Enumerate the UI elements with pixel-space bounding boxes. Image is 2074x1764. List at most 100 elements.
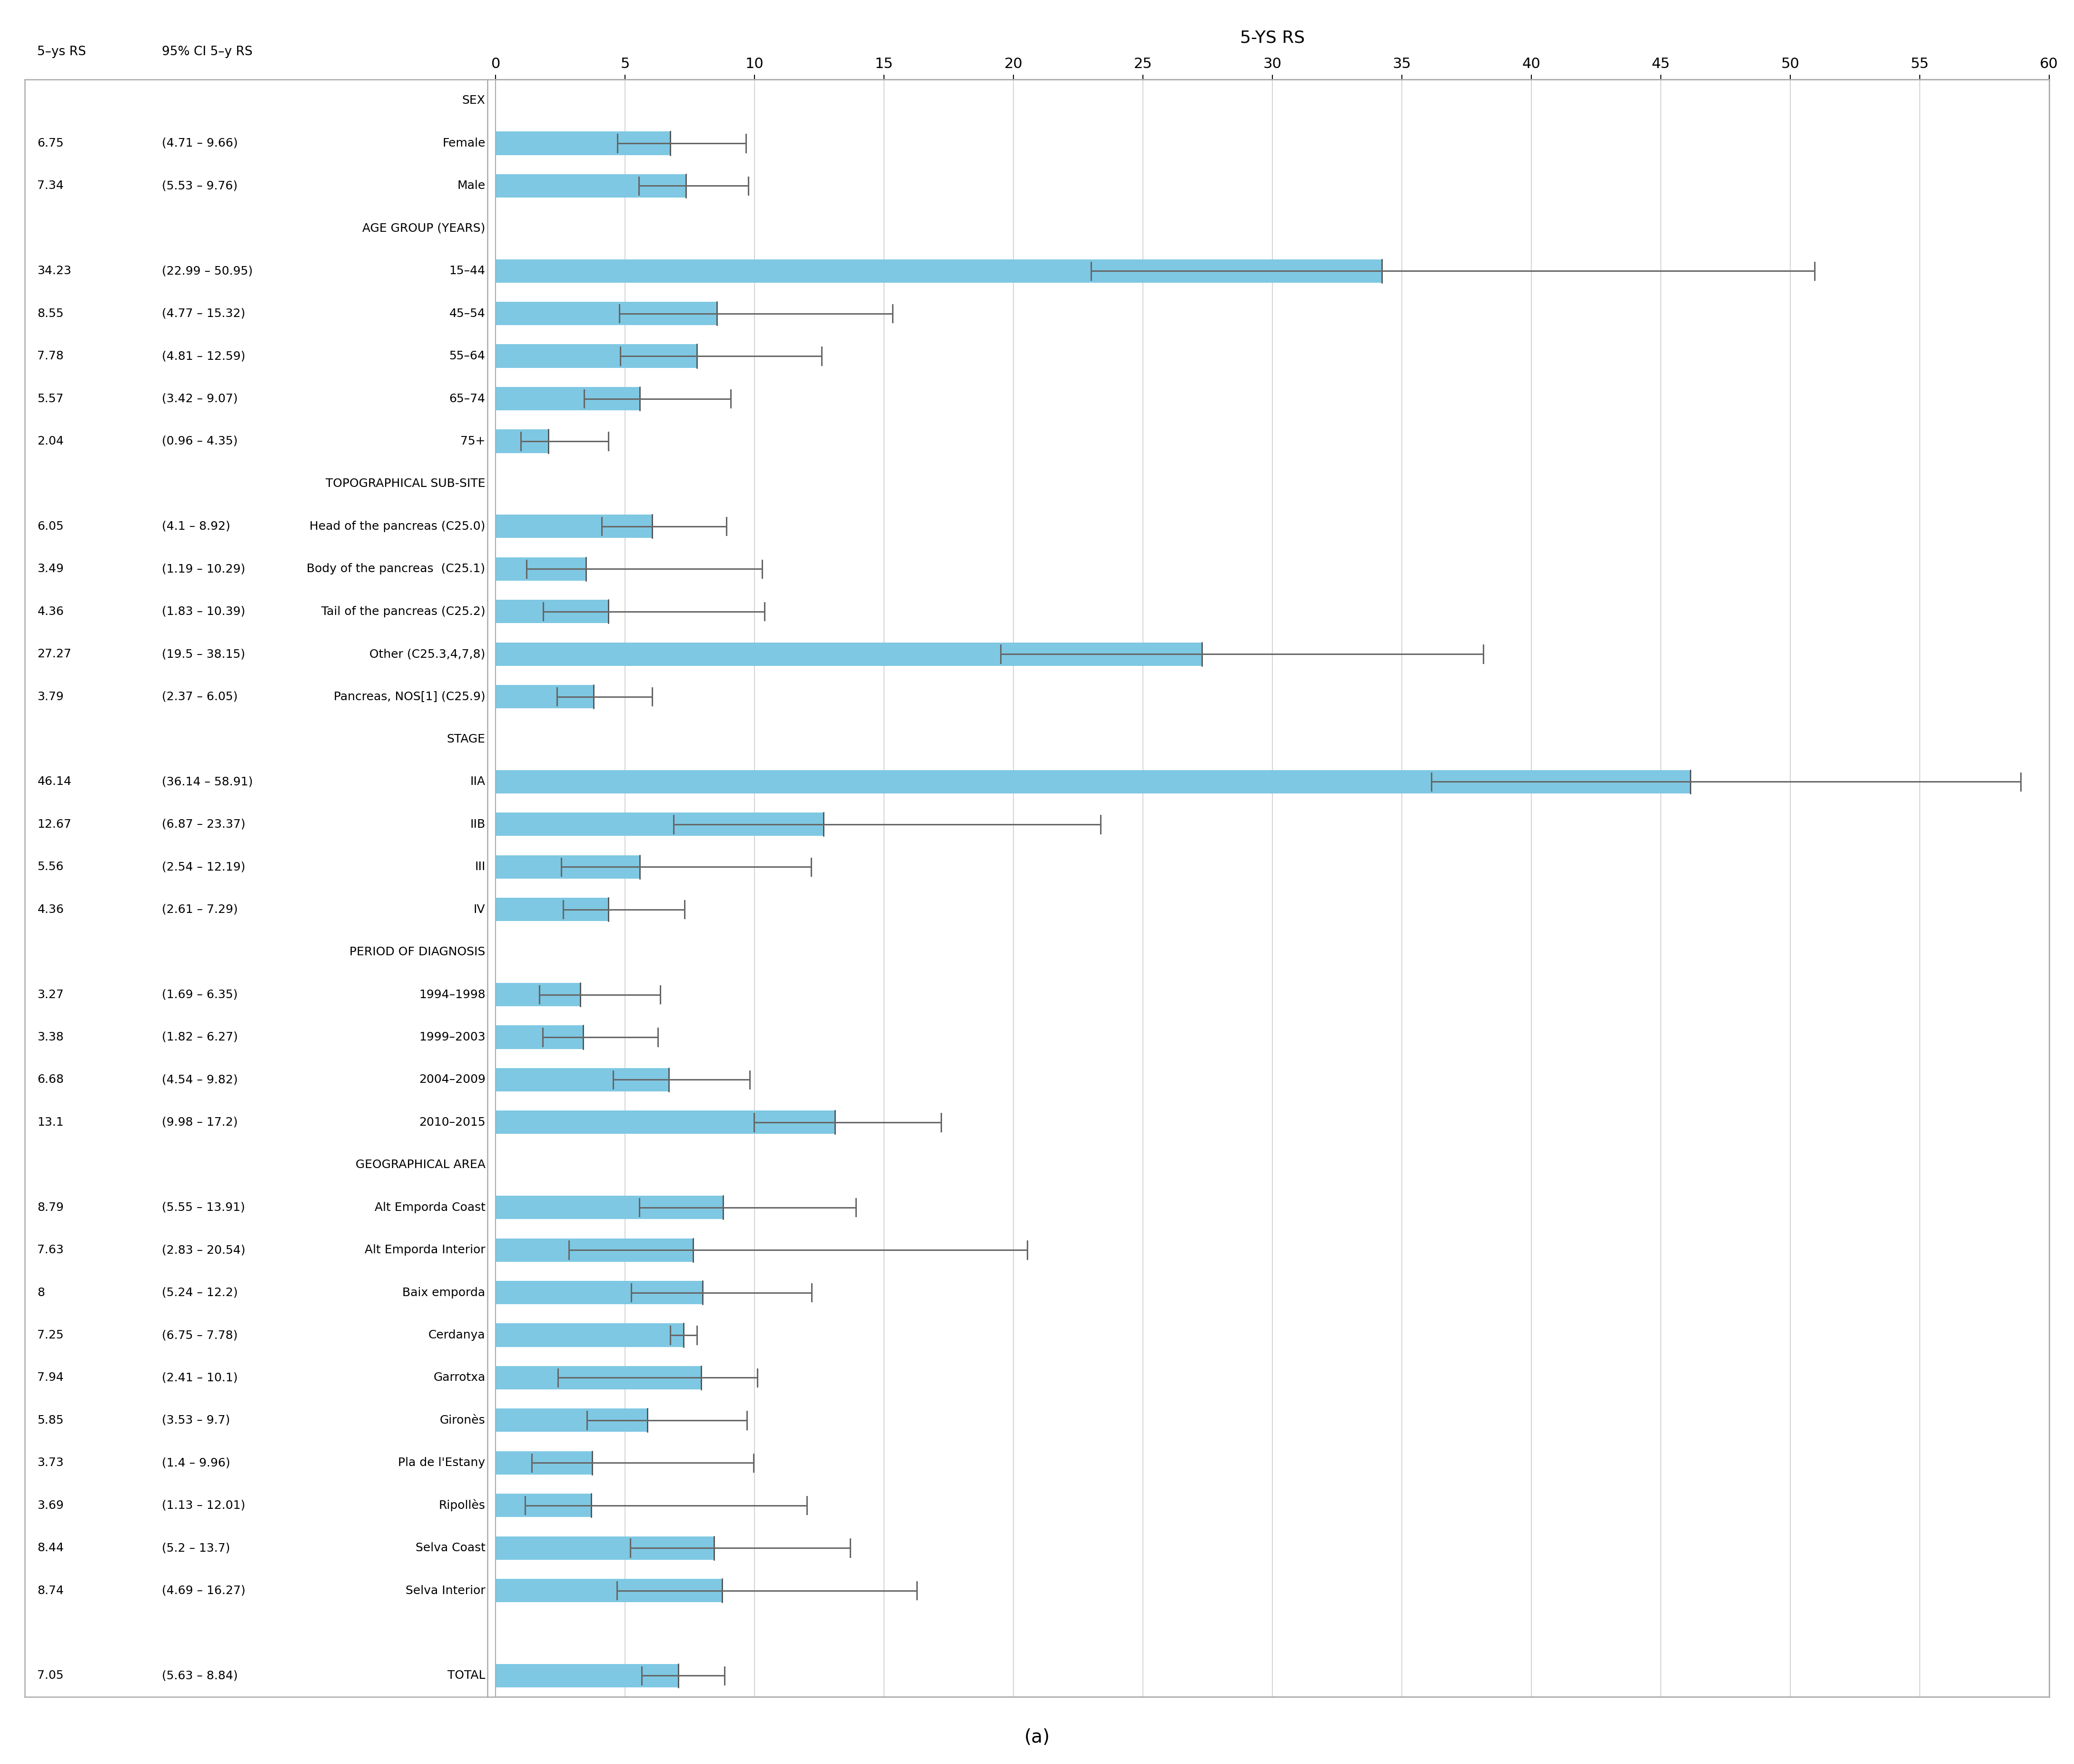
Text: 3.38: 3.38: [37, 1032, 64, 1043]
Bar: [496, 175, 686, 198]
Text: 6.75: 6.75: [37, 138, 64, 148]
Text: (5.55 – 13.91): (5.55 – 13.91): [162, 1201, 245, 1214]
Bar: [496, 1196, 724, 1219]
Text: 4.36: 4.36: [37, 605, 64, 617]
Text: TOTAL: TOTAL: [448, 1671, 485, 1681]
Bar: [496, 1579, 722, 1602]
Text: 75+: 75+: [460, 436, 485, 446]
Text: Cerdanya: Cerdanya: [429, 1330, 485, 1341]
Text: 5.57: 5.57: [37, 393, 64, 404]
Text: GEOGRAPHICAL AREA: GEOGRAPHICAL AREA: [355, 1159, 485, 1171]
Text: 5.56: 5.56: [37, 861, 64, 873]
Text: 2010–2015: 2010–2015: [419, 1117, 485, 1127]
Text: 3.79: 3.79: [37, 691, 64, 702]
Text: (5.63 – 8.84): (5.63 – 8.84): [162, 1671, 239, 1681]
Bar: [496, 1365, 701, 1390]
Text: Selva Coast: Selva Coast: [415, 1542, 485, 1554]
Bar: [496, 1536, 713, 1559]
Bar: [496, 1409, 647, 1432]
Text: 27.27: 27.27: [37, 649, 71, 660]
Text: 6.68: 6.68: [37, 1074, 64, 1085]
Bar: [496, 1025, 583, 1050]
Text: (4.77 – 15.32): (4.77 – 15.32): [162, 307, 245, 319]
Text: 7.34: 7.34: [37, 180, 64, 192]
Bar: [496, 898, 608, 921]
Bar: [496, 1494, 591, 1517]
Text: (22.99 – 50.95): (22.99 – 50.95): [162, 265, 253, 277]
Title: 5-YS RS: 5-YS RS: [1240, 30, 1305, 46]
Bar: [496, 684, 593, 709]
Text: 5–ys RS: 5–ys RS: [37, 46, 87, 58]
Text: (4.69 – 16.27): (4.69 – 16.27): [162, 1584, 245, 1596]
Text: PERIOD OF DIAGNOSIS: PERIOD OF DIAGNOSIS: [351, 946, 485, 958]
Bar: [496, 983, 581, 1005]
Bar: [496, 813, 823, 836]
Text: 8.79: 8.79: [37, 1201, 64, 1214]
Text: (9.98 – 17.2): (9.98 – 17.2): [162, 1117, 239, 1127]
Text: SEX: SEX: [463, 95, 485, 106]
Text: Head of the pancreas (C25.0): Head of the pancreas (C25.0): [309, 520, 485, 533]
Text: (3.53 – 9.7): (3.53 – 9.7): [162, 1415, 230, 1425]
Text: Selva Interior: Selva Interior: [404, 1584, 485, 1596]
Text: IV: IV: [473, 903, 485, 916]
Text: 55–64: 55–64: [450, 351, 485, 362]
Bar: [496, 557, 587, 580]
Text: 1994–1998: 1994–1998: [419, 990, 485, 1000]
Text: 2004–2009: 2004–2009: [419, 1074, 485, 1085]
Text: (4.71 – 9.66): (4.71 – 9.66): [162, 138, 239, 148]
Text: (4.54 – 9.82): (4.54 – 9.82): [162, 1074, 239, 1085]
Bar: [496, 1111, 836, 1134]
Text: 6.05: 6.05: [37, 520, 64, 533]
Bar: [496, 771, 1690, 794]
Bar: [496, 259, 1381, 282]
Text: Body of the pancreas  (C25.1): Body of the pancreas (C25.1): [307, 563, 485, 575]
Bar: [496, 600, 608, 623]
Text: 1999–2003: 1999–2003: [419, 1032, 485, 1043]
Text: 2.04: 2.04: [37, 436, 64, 446]
Text: Pla de l'Estany: Pla de l'Estany: [398, 1457, 485, 1469]
Bar: [496, 1323, 684, 1348]
Text: (4.81 – 12.59): (4.81 – 12.59): [162, 351, 245, 362]
Text: AGE GROUP (YEARS): AGE GROUP (YEARS): [363, 222, 485, 235]
Bar: [496, 1067, 668, 1092]
Text: Male: Male: [456, 180, 485, 192]
Text: 5.85: 5.85: [37, 1415, 64, 1425]
Bar: [496, 1663, 678, 1688]
Bar: [496, 1238, 693, 1261]
Text: 8: 8: [37, 1288, 46, 1298]
Text: 3.73: 3.73: [37, 1457, 64, 1469]
Text: Female: Female: [442, 138, 485, 148]
Bar: [496, 386, 641, 411]
Text: (0.96 – 4.35): (0.96 – 4.35): [162, 436, 239, 446]
Text: (5.2 – 13.7): (5.2 – 13.7): [162, 1542, 230, 1554]
Text: 8.44: 8.44: [37, 1542, 64, 1554]
Bar: [496, 302, 718, 325]
Text: (a): (a): [1025, 1729, 1049, 1746]
Text: 13.1: 13.1: [37, 1117, 64, 1127]
Bar: [496, 1452, 593, 1475]
Text: (6.87 – 23.37): (6.87 – 23.37): [162, 818, 245, 831]
Text: Baix emporda: Baix emporda: [402, 1288, 485, 1298]
Text: (1.4 – 9.96): (1.4 – 9.96): [162, 1457, 230, 1469]
Text: (2.61 – 7.29): (2.61 – 7.29): [162, 903, 239, 916]
Text: Tail of the pancreas (C25.2): Tail of the pancreas (C25.2): [321, 605, 485, 617]
Text: (2.41 – 10.1): (2.41 – 10.1): [162, 1372, 239, 1383]
Text: 7.25: 7.25: [37, 1330, 64, 1341]
Text: 12.67: 12.67: [37, 818, 71, 831]
Bar: [496, 132, 670, 155]
Text: (3.42 – 9.07): (3.42 – 9.07): [162, 393, 239, 404]
Text: (2.83 – 20.54): (2.83 – 20.54): [162, 1244, 245, 1256]
Text: Gironès: Gironès: [440, 1415, 485, 1425]
Text: (1.13 – 12.01): (1.13 – 12.01): [162, 1499, 245, 1512]
Text: 7.94: 7.94: [37, 1372, 64, 1383]
Bar: [496, 429, 548, 453]
Text: 3.69: 3.69: [37, 1499, 64, 1512]
Text: (6.75 – 7.78): (6.75 – 7.78): [162, 1330, 239, 1341]
Text: Garrotxa: Garrotxa: [433, 1372, 485, 1383]
Text: (1.69 – 6.35): (1.69 – 6.35): [162, 990, 239, 1000]
Text: (36.14 – 58.91): (36.14 – 58.91): [162, 776, 253, 787]
Text: 15–44: 15–44: [450, 265, 485, 277]
Text: Alt Emporda Interior: Alt Emporda Interior: [365, 1244, 485, 1256]
Text: 8.74: 8.74: [37, 1584, 64, 1596]
Text: Ripollès: Ripollès: [440, 1499, 485, 1512]
